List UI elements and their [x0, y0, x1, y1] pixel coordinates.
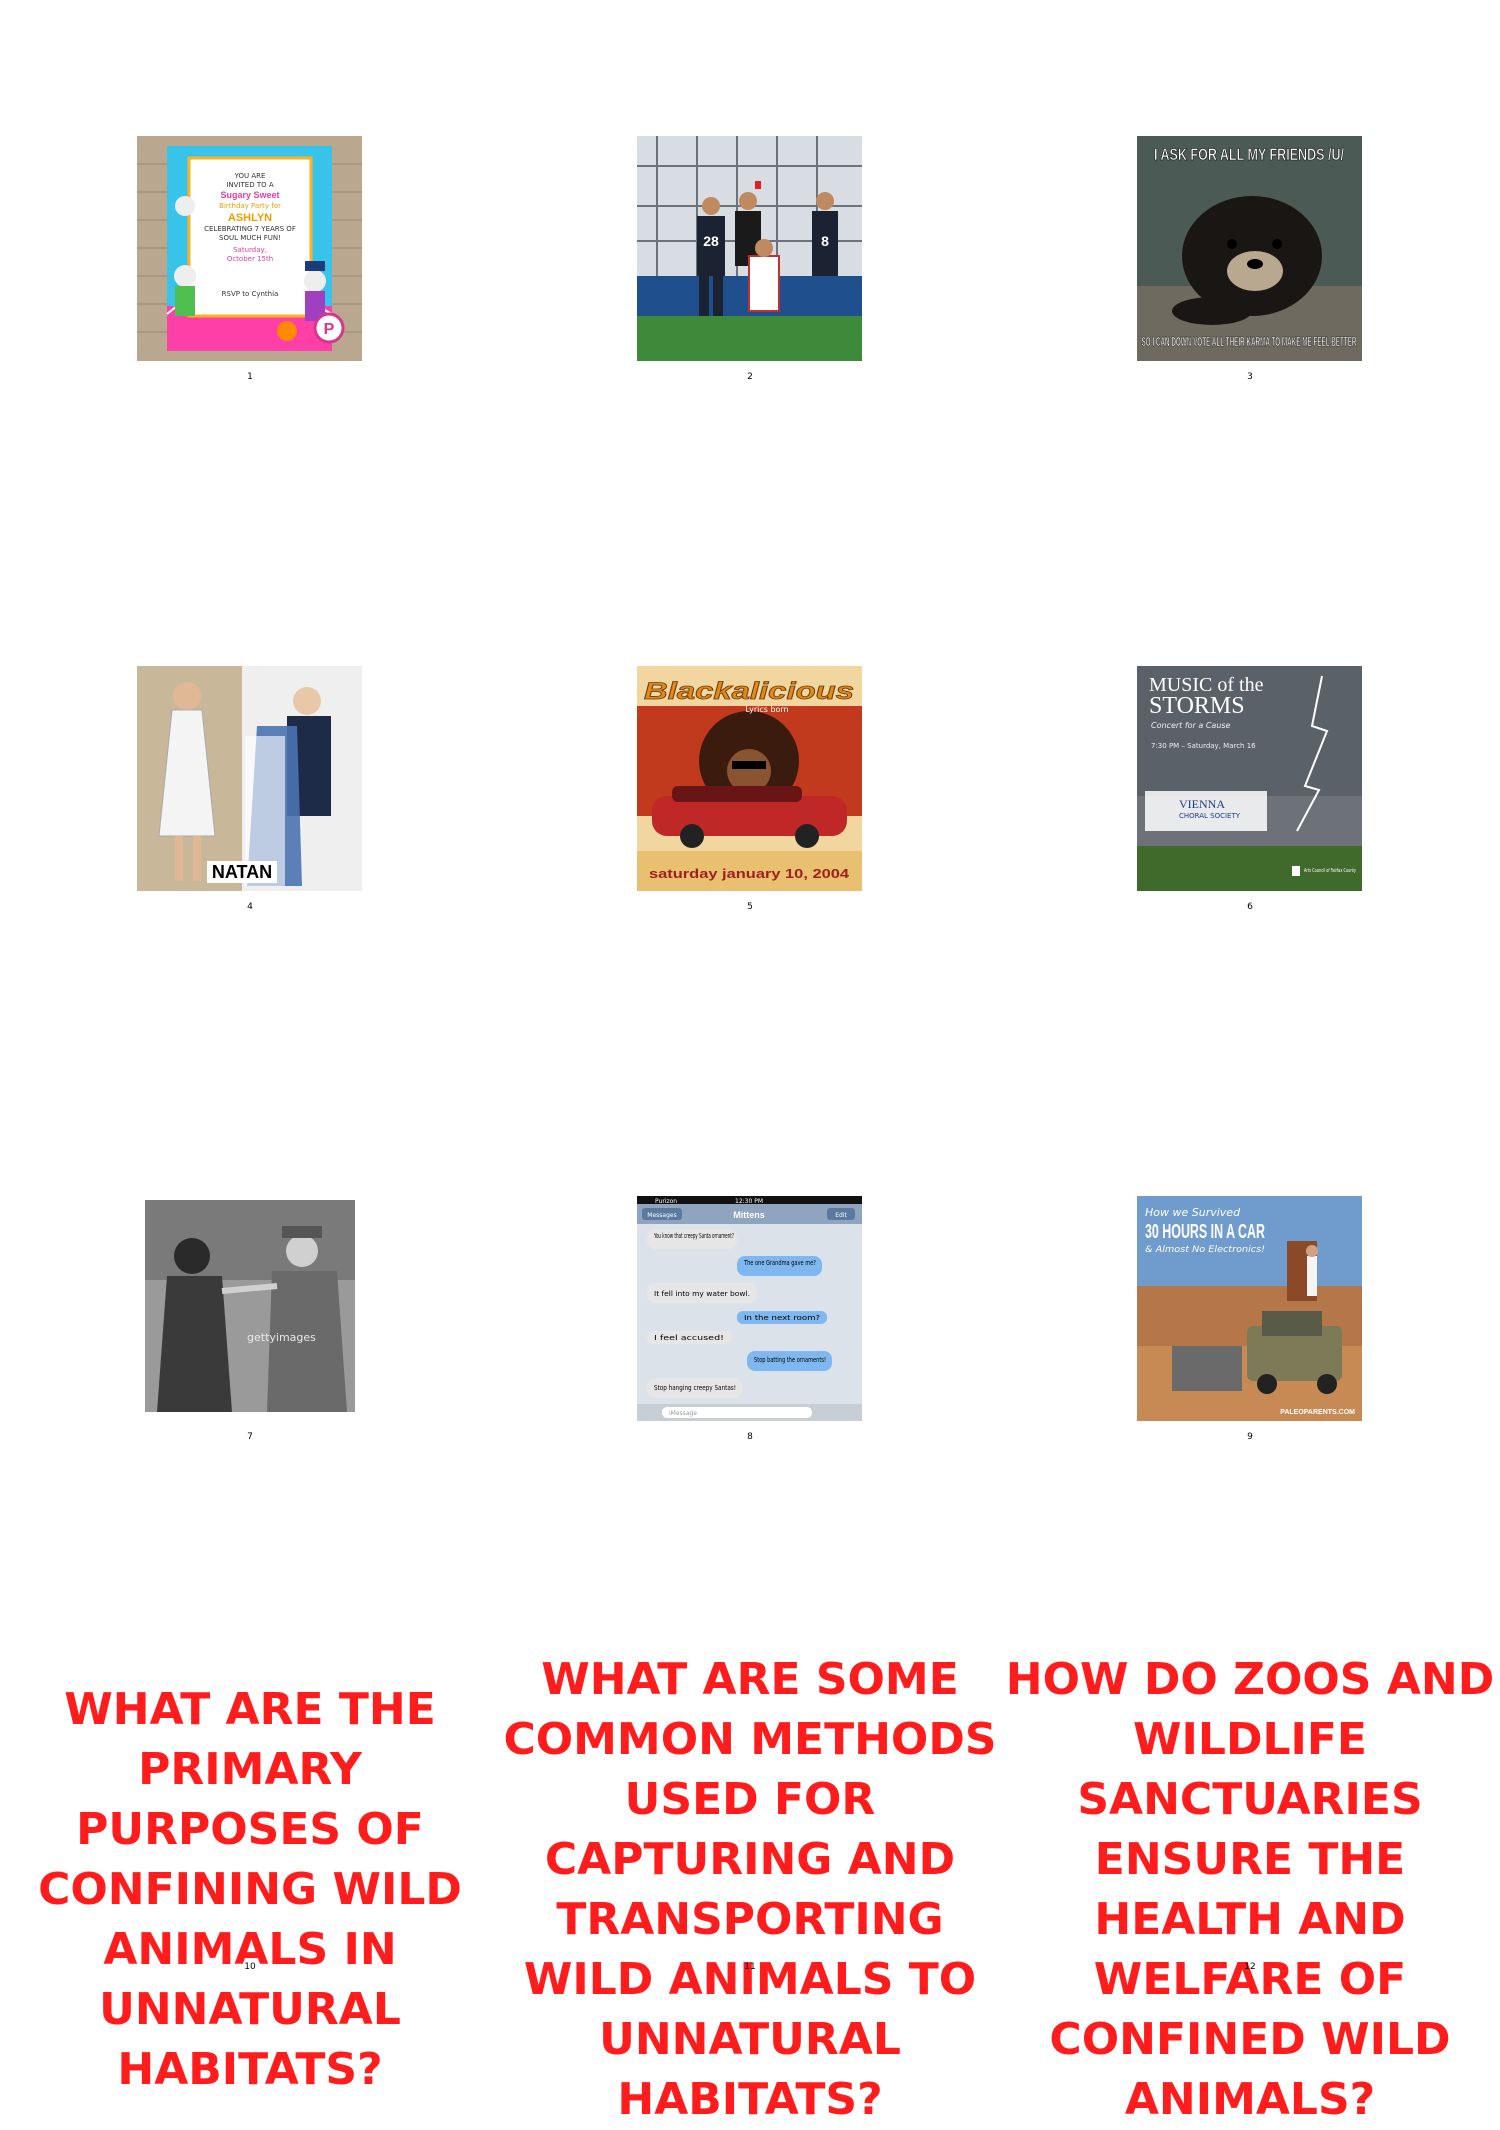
birthday-invitation-image: P YOU ARE INVITED TO A Sugary Sweet Birt… [137, 136, 362, 361]
poster-title-line-2: STORMS [1149, 693, 1245, 719]
message-input[interactable]: iMessage [669, 1410, 697, 1417]
cell-number: 10 [244, 1962, 256, 1972]
photo-title-line-1: How we Survived [1145, 1206, 1241, 1219]
grid-cell-4: NATAN 4 [0, 530, 500, 1060]
invite-line-2: INVITED TO A [226, 181, 273, 189]
brand-badge: P [324, 321, 335, 338]
cell-number: 1 [247, 372, 253, 382]
message-list: You know that creepy Santa ornament? The… [647, 1229, 832, 1398]
cell-number: 4 [247, 902, 253, 912]
poster-title: Blackalicious [644, 678, 854, 705]
invite-line-10: RSVP to Cynthia [222, 290, 279, 298]
question-text: What are the primary purposes of confini… [38, 1684, 462, 2095]
poster-subtitle: Lyrics born [745, 705, 788, 714]
question-text: What are some common methods used for ca… [503, 1654, 997, 2125]
invite-line-9: October 15th [227, 255, 273, 263]
blackalicious-poster-image: Blackalicious Lyrics born saturday janua… [637, 666, 862, 891]
invite-line-5: ASHLYN [228, 212, 272, 224]
invite-line-8: Saturday, [233, 246, 267, 254]
grid-cell-1: P YOU ARE INVITED TO A Sugary Sweet Birt… [0, 0, 500, 530]
grid-cell-9: How we Survived 30 HOURS IN A CAR & Almo… [1000, 1060, 1500, 1590]
status-time: 12:30 PM [735, 1198, 763, 1205]
cell-number: 11 [744, 1962, 756, 1972]
photo-title-line-3: & Almost No Electronics! [1145, 1245, 1265, 1255]
confession-bear-meme-image: I ASK FOR ALL MY FRIENDS /U/ SO I CAN DO… [1137, 136, 1362, 361]
contact-name: Mittens [733, 1210, 765, 1220]
message-bubble-2: The one Grandma gave me? [743, 1259, 816, 1267]
invite-line-7: SOUL MUCH FUN! [219, 234, 281, 242]
photo-footer: PALEOPARENTS.COM [1280, 1409, 1355, 1416]
question-text: How do zoos and wildlife sanctuaries ens… [1005, 1654, 1495, 2125]
cell-number: 3 [1247, 372, 1253, 382]
back-button[interactable]: Messages [647, 1212, 676, 1219]
grid-cell-11: What are some common methods used for ca… [500, 1590, 1000, 2125]
poster-footer: Arts Council of Fairfax County [1304, 868, 1356, 874]
grid-cell-2: 28 8 2 [500, 0, 1000, 530]
message-bubble-7: Stop hanging creepy Santas! [654, 1384, 736, 1392]
cell-number: 9 [1247, 1432, 1253, 1442]
carrier-name: Purizon [655, 1198, 677, 1205]
message-bubble-5: I feel accused! [654, 1334, 724, 1342]
message-bubble-4: In the next room? [744, 1314, 820, 1322]
grid-cell-8: Purizon 12:30 PM Messages Mittens Edit Y… [500, 1060, 1000, 1590]
cell-number: 5 [747, 902, 753, 912]
grid-cell-5: Blackalicious Lyrics born saturday janua… [500, 530, 1000, 1060]
fashion-designer-image: NATAN [137, 666, 362, 891]
edit-button[interactable]: Edit [835, 1212, 847, 1219]
cell-number: 7 [247, 1432, 253, 1442]
grid-cell-3: I ASK FOR ALL MY FRIENDS /U/ SO I CAN DO… [1000, 0, 1500, 530]
invite-line-1: YOU ARE [234, 172, 266, 180]
meme-top-line: I ASK FOR ALL MY FRIENDS /U/ [1154, 145, 1344, 164]
cell-number: 12 [1244, 1962, 1256, 1972]
invite-line-3: Sugary Sweet [220, 190, 279, 200]
grid-cell-10: What are the primary purposes of confini… [0, 1590, 500, 2120]
poster-title-line-1: MUSIC of the [1149, 674, 1264, 696]
message-bubble-1: You know that creepy Santa ornament? [653, 1232, 734, 1240]
vintage-movie-still-image: gettyimages [137, 1196, 362, 1421]
watermark: gettyimages [247, 1331, 316, 1344]
poster-date: saturday january 10, 2004 [649, 866, 850, 881]
photo-caption: NATAN [212, 862, 272, 882]
message-bubble-3: It fell into my water bowl. [654, 1290, 750, 1298]
shirt-number-right: 8 [821, 233, 829, 249]
org-name: VIENNA [1179, 797, 1225, 811]
football-referee-image: 28 8 [637, 136, 862, 361]
text-message-screenshot-image: Purizon 12:30 PM Messages Mittens Edit Y… [637, 1196, 862, 1421]
grid-cell-12: How do zoos and wildlife sanctuaries ens… [1000, 1590, 1500, 2125]
message-bubble-6: Stop batting the ornaments! [754, 1356, 826, 1364]
meme-bottom-line: SO I CAN DOWN VOTE ALL THEIR KARMA TO MA… [1142, 334, 1357, 349]
cell-number: 8 [747, 1432, 753, 1442]
invite-line-4: Birthday Party for [219, 202, 281, 210]
org-name-2: CHORAL SOCIETY [1179, 812, 1241, 820]
poster-time: 7:30 PM – Saturday, March 16 [1151, 742, 1256, 750]
cell-number: 6 [1247, 902, 1253, 912]
grid-cell-6: MUSIC of the STORMS Concert for a Cause … [1000, 530, 1500, 1060]
cell-number: 2 [747, 372, 753, 382]
poster-subtitle: Concert for a Cause [1151, 721, 1231, 730]
invite-line-6: CELEBRATING 7 YEARS OF [204, 225, 296, 233]
road-trip-photo-image: How we Survived 30 HOURS IN A CAR & Almo… [1137, 1196, 1362, 1421]
shirt-number-left: 28 [703, 233, 719, 249]
grid-cell-7: gettyimages 7 [0, 1060, 500, 1590]
photo-title-line-2: 30 HOURS IN A CAR [1145, 1221, 1265, 1243]
music-of-storms-poster-image: MUSIC of the STORMS Concert for a Cause … [1137, 666, 1362, 891]
